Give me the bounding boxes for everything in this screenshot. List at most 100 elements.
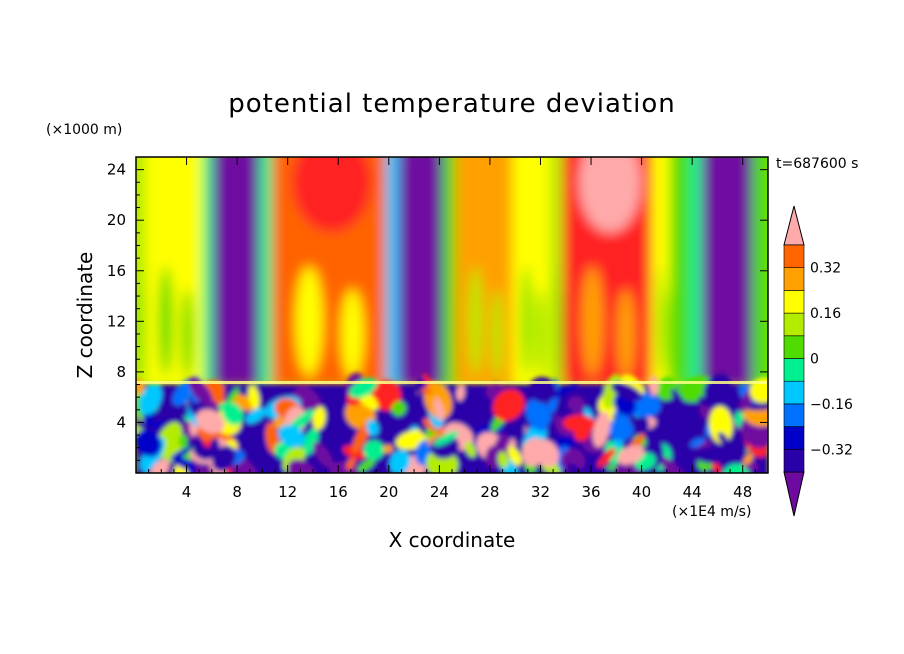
upper-layer (136, 157, 768, 387)
colorbar-label: −0.32 (810, 442, 853, 458)
lower-blob (171, 456, 197, 471)
lower-blob (693, 447, 726, 464)
lower-blob (136, 429, 162, 457)
x-tick-label: 32 (531, 483, 550, 501)
colorbar: 0.32 0.16 0 −0.16 −0.32 (783, 205, 853, 517)
lower-blob (611, 382, 643, 402)
lower-blob (381, 444, 394, 454)
colorbar-swatch (783, 335, 805, 359)
chart-title: potential temperature deviation (228, 89, 675, 119)
inversion-line (136, 381, 768, 384)
x-tick-label: 36 (581, 483, 600, 501)
colorbar-swatch (783, 312, 805, 337)
lower-blob (150, 459, 170, 473)
lower-blob (391, 401, 407, 417)
x-tick-label: 28 (480, 483, 499, 501)
x-axis: 4 8 12 16 20 24 28 32 36 40 44 48 (148, 157, 756, 501)
lower-blob (226, 387, 240, 405)
upper-lobe (468, 266, 483, 377)
lower-blob (312, 442, 333, 468)
lower-blob (573, 425, 591, 442)
upper-band (145, 157, 209, 387)
upper-band (455, 157, 519, 387)
lower-blob (648, 375, 659, 396)
lower-blob (346, 457, 356, 470)
lower-blob (697, 396, 720, 408)
lower-blob (456, 384, 465, 401)
lower-blob (287, 459, 316, 473)
lower-blob (633, 416, 650, 434)
lower-blob (421, 387, 432, 395)
lower-blob (278, 424, 305, 448)
y-tick-label: 8 (116, 363, 126, 381)
lower-blob (433, 431, 459, 446)
x-axis-label: X coordinate (389, 528, 516, 552)
upper-lobe (579, 157, 641, 233)
y-tick-label: 24 (107, 161, 126, 179)
lower-blob (566, 463, 586, 473)
y-unit-label: (×1000 m) (46, 122, 122, 138)
colorbar-arrow-high (783, 205, 805, 246)
upper-lobe (560, 288, 563, 379)
lower-blob (222, 402, 244, 426)
x-tick-label: 8 (232, 483, 242, 501)
upper-lobe (665, 288, 670, 379)
lower-blob (433, 397, 445, 422)
upper-band (512, 157, 557, 387)
lower-blob (188, 377, 213, 406)
colorbar-swatch (783, 358, 805, 382)
lower-blob (371, 380, 402, 411)
lower-blob (503, 419, 526, 439)
lower-blob (567, 396, 585, 412)
colorbar-swatch (783, 244, 805, 269)
upper-lobe (537, 288, 545, 379)
x-tick-label: 16 (329, 483, 348, 501)
upper-band (212, 157, 266, 387)
upper-band (398, 157, 449, 387)
upper-band (701, 157, 759, 387)
upper-lobe (295, 266, 323, 377)
heatmap-field (136, 157, 768, 473)
colorbar-swatch (783, 403, 805, 427)
lower-blob (389, 450, 411, 473)
upper-lobe (522, 266, 532, 377)
y-tick-label: 4 (116, 413, 126, 431)
x-tick-label: 4 (182, 483, 192, 501)
y-axis: 4 8 12 16 20 24 (107, 161, 768, 461)
upper-lobe (581, 266, 603, 377)
colorbar-label: 0.32 (810, 261, 841, 277)
lower-blob (534, 439, 560, 467)
upper-lobe (143, 288, 146, 379)
lower-blob (507, 446, 522, 466)
lower-blob (363, 440, 384, 461)
lower-blob (497, 451, 509, 469)
x-unit-label: (×1E4 m/s) (672, 504, 751, 520)
colorbar-arrow-low (783, 471, 805, 517)
upper-lobe (491, 288, 503, 379)
lower-blob (351, 420, 371, 454)
x-tick-label: 24 (430, 483, 449, 501)
lower-blob (152, 410, 166, 423)
upper-lobe (292, 157, 372, 233)
y-axis-label: Z coordinate (73, 252, 97, 379)
lower-blob (659, 456, 687, 473)
lower-blob (724, 431, 748, 461)
lower-blob (592, 411, 611, 448)
lower-blob (312, 406, 326, 430)
lower-blob (357, 458, 375, 473)
colorbar-swatch (783, 448, 805, 473)
lower-blob (708, 405, 733, 444)
lower-blob (465, 441, 476, 458)
upper-band (752, 157, 768, 387)
lower-blob (492, 389, 525, 422)
lower-blob (717, 431, 729, 447)
lower-blob (273, 416, 286, 429)
lower-blob (617, 445, 645, 465)
lower-blob (597, 448, 616, 468)
colorbar-swatch (783, 380, 805, 405)
x-tick-label: 44 (683, 483, 702, 501)
lower-blob (485, 445, 503, 469)
x-tick-label: 12 (278, 483, 297, 501)
lower-blob (139, 384, 163, 415)
